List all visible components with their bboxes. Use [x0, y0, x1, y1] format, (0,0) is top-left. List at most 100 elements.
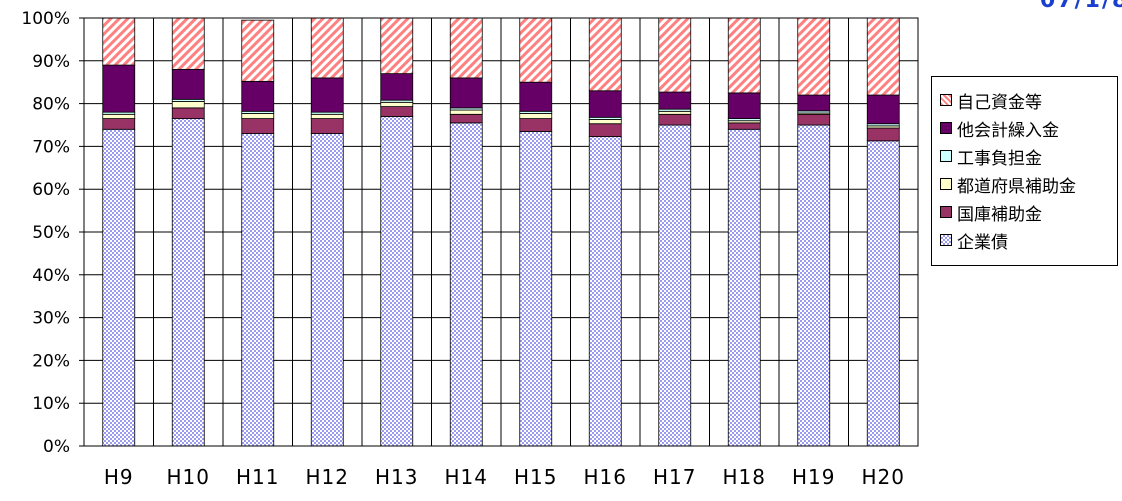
- x-tick-label: H18: [723, 465, 767, 489]
- y-tick-label: 20%: [32, 351, 70, 371]
- bar-segment: [449, 113, 483, 124]
- x-tick-label: H9: [104, 465, 134, 489]
- bar-segment: [171, 118, 205, 447]
- legend-item: 他会計繰入金: [940, 117, 1059, 141]
- legend-item: 企業債: [940, 229, 1008, 253]
- legend-item: 都道府県補助金: [940, 173, 1076, 197]
- y-tick-label: 60%: [32, 180, 70, 200]
- bar-segment: [588, 119, 622, 125]
- x-tick-label: H15: [514, 465, 558, 489]
- bar-segment: [449, 17, 483, 79]
- bar-segment: [588, 17, 622, 92]
- bar-segment: [588, 123, 622, 137]
- legend-swatch: [940, 206, 952, 218]
- bar-segment: [797, 94, 831, 112]
- bar-segment: [588, 136, 622, 447]
- x-tick-label: H12: [306, 465, 350, 489]
- bar-segment: [797, 113, 831, 126]
- bar-segment: [449, 77, 483, 109]
- y-tick-label: 0%: [43, 437, 70, 457]
- legend-label: 自己資金等: [957, 92, 1042, 113]
- bar-segment: [658, 110, 692, 115]
- legend: 自己資金等他会計繰入金 工事負担金都道府県補助金 国庫補助金企業債: [931, 76, 1118, 266]
- y-tick-label: 90%: [32, 52, 70, 72]
- bar-segment: [380, 116, 414, 447]
- bar-segment: [171, 107, 205, 119]
- plot-frame: [83, 17, 919, 447]
- bar-segment: [380, 106, 414, 117]
- bar-segment: [241, 19, 275, 82]
- bar-segment: [866, 140, 900, 447]
- legend-label: 工事負担金: [957, 148, 1042, 169]
- bar-segment: [658, 17, 692, 93]
- bar-segment: [310, 17, 344, 79]
- bar-segment: [727, 92, 761, 119]
- bar-segment: [797, 124, 831, 447]
- bar-segment: [727, 122, 761, 130]
- bar-segment: [658, 124, 692, 447]
- bar-segment: [310, 77, 344, 113]
- legend-item: 工事負担金: [940, 145, 1042, 169]
- legend-swatch: [940, 234, 952, 246]
- bar-segment: [380, 17, 414, 75]
- bar-segment: [310, 118, 344, 134]
- legend-label: 都道府県補助金: [957, 176, 1076, 197]
- x-tick-label: H20: [862, 465, 906, 489]
- bar-segment: [797, 17, 831, 96]
- y-tick-label: 70%: [32, 137, 70, 157]
- bar-segment: [658, 113, 692, 126]
- bar-segment: [171, 101, 205, 109]
- bar-segment: [519, 17, 553, 83]
- bar-segment: [102, 118, 136, 130]
- x-tick-label: H13: [375, 465, 419, 489]
- legend-label: 他会計繰入金: [957, 120, 1059, 141]
- bar-segment: [519, 118, 553, 132]
- bar-segment: [241, 80, 275, 112]
- bar-segment: [380, 73, 414, 101]
- y-tick-label: 100%: [21, 9, 70, 29]
- bar-segment: [519, 131, 553, 447]
- legend-item: 自己資金等: [940, 89, 1042, 113]
- y-tick-label: 40%: [32, 266, 70, 286]
- x-tick-label: H14: [445, 465, 489, 489]
- bar-segment: [241, 118, 275, 134]
- legend-swatch: [940, 178, 952, 190]
- bar-segment: [102, 113, 136, 119]
- bar-segment: [658, 91, 692, 110]
- bar-segment: [519, 81, 553, 112]
- bar-segment: [102, 17, 136, 66]
- bar-segment: [727, 17, 761, 94]
- y-tick-label: 80%: [32, 95, 70, 115]
- y-tick-label: 10%: [32, 394, 70, 414]
- legend-swatch: [940, 94, 952, 106]
- bar-segment: [866, 94, 900, 125]
- bar-segment: [310, 113, 344, 119]
- bar-segment: [449, 122, 483, 447]
- x-tick-label: H17: [653, 465, 697, 489]
- bar-segment: [519, 113, 553, 119]
- bar-segment: [241, 133, 275, 447]
- bar-segment: [310, 133, 344, 447]
- bar-segment: [241, 113, 275, 119]
- bar-segment: [588, 90, 622, 118]
- bar-segment: [866, 127, 900, 142]
- x-tick-label: H16: [584, 465, 628, 489]
- bar-segment: [866, 17, 900, 96]
- bar-segment: [102, 64, 136, 113]
- x-tick-label: H11: [236, 465, 280, 489]
- bar-segment: [727, 128, 761, 447]
- corner-text: 07/1/8: [1040, 0, 1122, 13]
- legend-swatch: [940, 150, 952, 162]
- bar-segment: [102, 128, 136, 447]
- y-tick-label: 30%: [32, 309, 70, 329]
- y-tick-label: 50%: [32, 223, 70, 243]
- bar-segment: [380, 101, 414, 107]
- legend-label: 国庫補助金: [957, 204, 1042, 225]
- legend-swatch: [940, 122, 952, 134]
- bar-segment: [171, 68, 205, 100]
- bar-segment: [449, 109, 483, 115]
- x-tick-label: H10: [167, 465, 211, 489]
- legend-item: 国庫補助金: [940, 201, 1042, 225]
